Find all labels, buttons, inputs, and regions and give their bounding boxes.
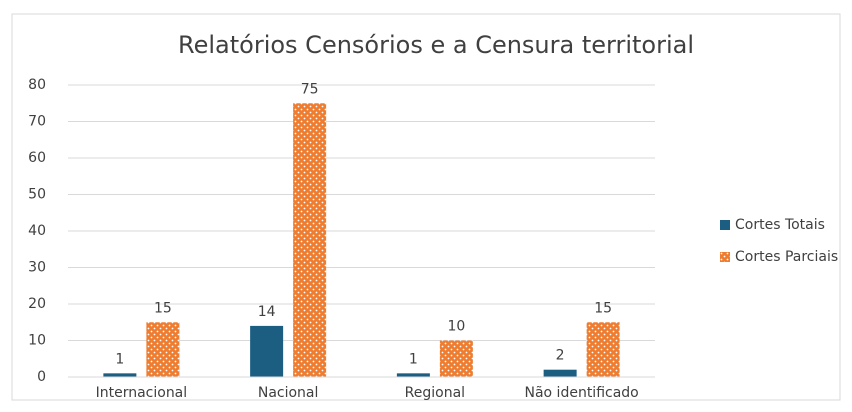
y-tick-label: 70 xyxy=(28,114,46,130)
x-tick-label: Não identificado xyxy=(524,385,638,401)
y-tick-label: 80 xyxy=(28,77,46,93)
chart-frame xyxy=(11,13,841,401)
legend-label: Cortes Parciais xyxy=(735,249,838,265)
data-label: 75 xyxy=(301,81,319,97)
data-label: 2 xyxy=(556,348,565,364)
data-label: 1 xyxy=(409,351,418,367)
bar xyxy=(439,340,473,377)
legend-label: Cortes Totais xyxy=(735,217,825,233)
data-label: 15 xyxy=(594,300,612,316)
bar xyxy=(396,373,430,377)
y-tick-label: 10 xyxy=(28,333,46,349)
bar xyxy=(146,322,180,377)
legend-swatch xyxy=(720,220,730,230)
data-label: 1 xyxy=(115,351,124,367)
y-tick-label: 20 xyxy=(28,296,46,312)
y-tick-label: 40 xyxy=(28,223,46,239)
bar xyxy=(250,325,284,377)
bar xyxy=(103,373,137,377)
y-tick-label: 50 xyxy=(28,187,46,203)
x-tick-label: Nacional xyxy=(258,385,319,401)
chart-title: Relatórios Censórios e a Censura territo… xyxy=(178,31,694,59)
bar xyxy=(293,103,327,377)
bar xyxy=(586,322,620,377)
bar xyxy=(543,369,577,377)
x-tick-label: Regional xyxy=(405,385,465,401)
data-label: 10 xyxy=(447,319,465,335)
y-tick-label: 60 xyxy=(28,150,46,166)
y-tick-label: 0 xyxy=(37,369,46,385)
data-label: 14 xyxy=(258,304,276,320)
x-tick-label: Internacional xyxy=(96,385,188,401)
y-tick-label: 30 xyxy=(28,260,46,276)
legend-swatch xyxy=(720,252,730,262)
data-label: 15 xyxy=(154,300,172,316)
